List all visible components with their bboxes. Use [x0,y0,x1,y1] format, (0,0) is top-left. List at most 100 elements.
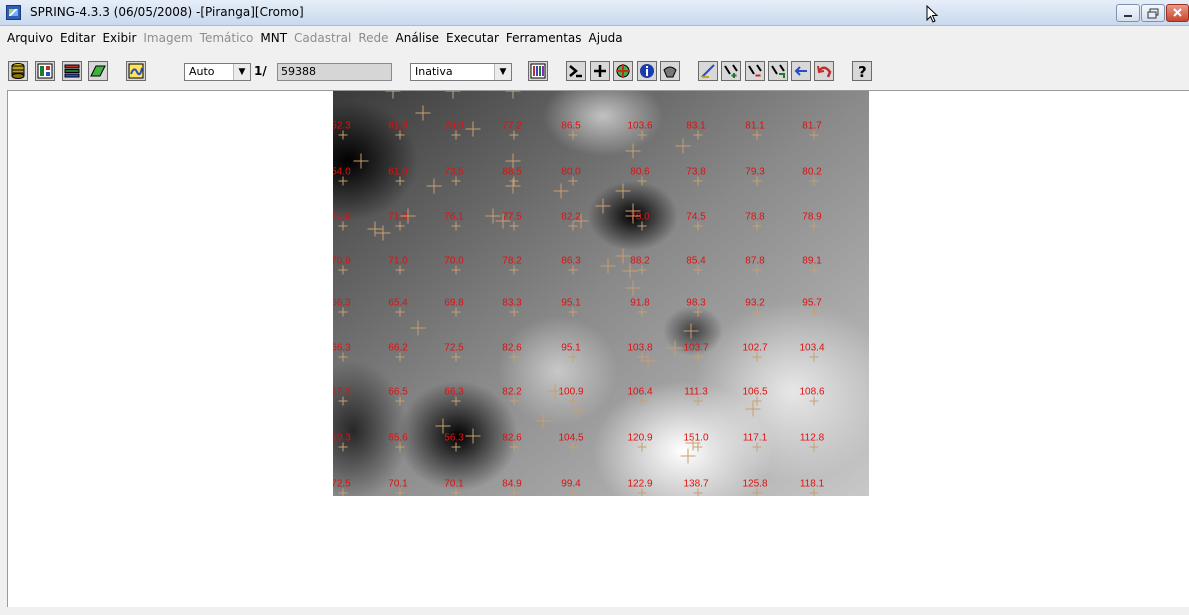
sample-point-marker [509,176,519,186]
previous-icon[interactable] [791,61,811,81]
mnt-grid-map[interactable]: 52.3 61.6 70.0 77.2 86.5 103.6 83.1 81.1 81.7 54.… [333,91,869,496]
sample-point-marker [637,396,647,406]
sample-point-marker [752,221,762,231]
sample-point-marker [395,130,405,140]
sample-point-marker [683,323,699,339]
menu-analise[interactable]: Análise [395,31,439,45]
chevron-down-icon[interactable]: ▼ [233,64,250,80]
zoom-out-icon[interactable] [745,61,765,81]
grid-value-label: 71.0 [388,255,408,267]
close-button[interactable] [1166,4,1189,22]
menu-bar: Arquivo Editar Exibir Imagem Temático MNT Cada… [0,31,623,51]
cursor-mode-value: Inativa [415,65,453,78]
menu-mnt[interactable]: MNT [260,31,288,45]
sample-point-marker [625,143,641,159]
scale-input[interactable]: 59388 [277,63,392,81]
sample-point-marker [509,488,519,496]
sample-point-marker [465,428,481,444]
sample-point-marker [395,307,405,317]
grid-value-label: 76.1 [444,211,464,223]
menu-arquivo[interactable]: Arquivo [7,31,53,45]
sample-point-marker [547,383,563,399]
layers-icon[interactable] [62,61,82,81]
grid-value-label: 66.3 [333,297,351,309]
grid-value-label: 86.5 [561,120,581,132]
sample-point-marker [568,352,578,362]
grid-value-label: 61.6 [388,120,408,132]
grid-value-label: 65.4 [388,297,408,309]
menu-cadastral[interactable]: Cadastral [294,31,352,45]
sample-point-marker [568,265,578,275]
menu-imagem[interactable]: Imagem [143,31,193,45]
sample-point-marker [637,307,647,317]
cursor-mode-select[interactable]: Inativa ▼ [410,63,512,81]
menu-ferramentas[interactable]: Ferramentas [505,31,582,45]
edit-icon[interactable] [698,61,718,81]
toggle-icon[interactable] [660,61,680,81]
palette-icon[interactable] [528,61,548,81]
database-icon[interactable] [8,61,28,81]
sample-point-marker [451,265,461,275]
grid-value-label: 111.3 [684,386,708,398]
grid-value-label: 82.2 [561,211,581,223]
surface-shading [333,91,869,496]
menu-executar[interactable]: Executar [445,31,499,45]
grid-value-label: 117.1 [742,432,768,444]
grid-value-label: 70.1 [388,478,408,490]
sample-point-marker [809,221,819,231]
sample-point-marker [752,307,762,317]
sample-point-marker [395,352,405,362]
help-icon[interactable]: ? [852,61,872,81]
grid-value-label: 102.7 [742,342,768,354]
menu-ajuda[interactable]: Ajuda [588,31,623,45]
sample-point-marker [809,176,819,186]
menu-rede[interactable]: Rede [358,31,389,45]
sample-point-marker [568,488,578,496]
sample-point-marker [451,488,461,496]
minimize-button[interactable] [1116,4,1140,22]
draw-icon[interactable] [88,61,108,81]
sample-point-marker [445,91,461,99]
zoom-window-icon[interactable] [768,61,788,81]
sample-point-marker [451,442,461,452]
sample-point-marker [400,208,416,224]
grid-value-label: 83.1 [686,120,706,132]
window-title: SPRING-4.3.3 (06/05/2008) -[Piranga][Cro… [30,5,304,19]
chevron-down-icon[interactable]: ▼ [494,64,511,80]
sample-point-marker [415,105,431,121]
zoom-mode-select[interactable]: Auto ▼ [184,63,251,81]
grid-value-label: 70.0 [444,120,464,132]
menu-editar[interactable]: Editar [59,31,96,45]
sample-point-marker [667,340,683,356]
grid-value-label: 103.6 [627,120,653,132]
sample-point-marker [693,130,703,140]
sample-point-marker [637,488,647,496]
menu-exibir[interactable]: Exibir [102,31,137,45]
grid-value-label: 70.9 [333,255,351,267]
restore-button[interactable] [1141,4,1165,22]
visual-icon[interactable] [126,61,146,81]
zoom-in-icon[interactable] [721,61,741,81]
grid-value-label: 98.3 [686,297,706,309]
sample-point-marker [395,221,405,231]
sample-point-marker [509,307,519,317]
undo-icon[interactable] [814,61,834,81]
sample-point-marker [451,307,461,317]
sample-point-marker [505,178,521,194]
menu-tematico[interactable]: Temático [199,31,254,45]
panel-icon[interactable] [35,61,55,81]
sample-point-marker [615,183,631,199]
pan-icon[interactable] [613,61,633,81]
grid-value-label: 100.9 [558,386,584,398]
grid-value-label: 112.8 [799,432,825,444]
info-icon[interactable] [637,61,657,81]
sample-point-marker [809,130,819,140]
grid-value-label: 106.4 [627,386,653,398]
cursor-cross-icon[interactable] [590,61,610,81]
grid-value-label: 70.0 [444,255,464,267]
grid-value-label: 95.1 [561,342,581,354]
grid-value-label: 78.9 [802,211,822,223]
sample-point-marker [675,138,691,154]
spring-app-icon[interactable] [6,5,21,20]
zoom-extent-icon[interactable] [566,61,586,81]
